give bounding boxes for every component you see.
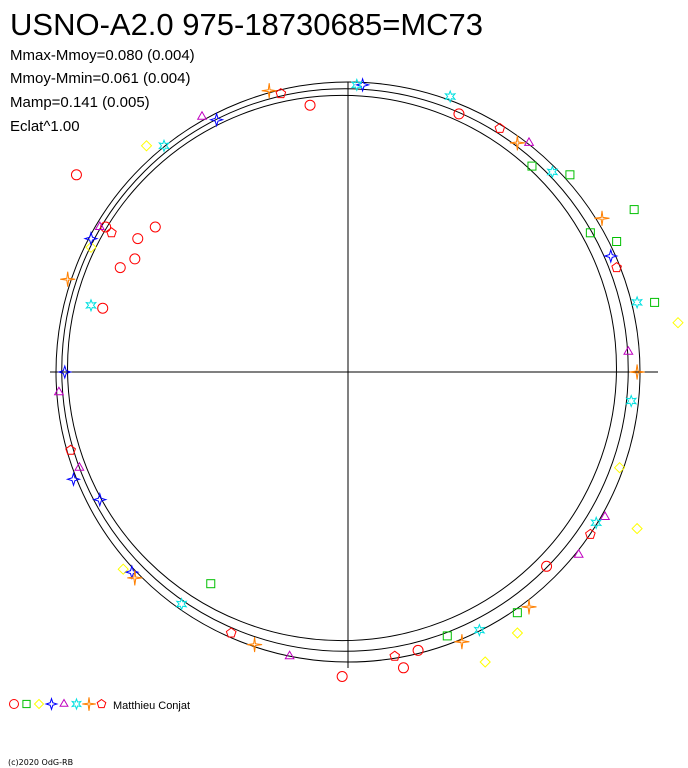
data-point	[149, 221, 161, 233]
data-point	[206, 579, 216, 589]
data-point	[53, 386, 65, 396]
legend-marker	[44, 696, 59, 712]
reference-circle	[67, 94, 617, 642]
stat-mmoy-mmin: Mmoy-Mmin=0.061 (0.004)	[10, 70, 190, 87]
data-point	[512, 608, 522, 618]
data-point	[585, 528, 596, 539]
data-point	[521, 599, 537, 615]
data-point	[60, 271, 76, 287]
data-point	[106, 227, 117, 238]
data-point	[494, 122, 506, 133]
data-point	[117, 563, 129, 575]
data-markers	[53, 77, 684, 682]
data-point	[57, 364, 73, 380]
data-point	[132, 233, 144, 245]
reference-circle	[55, 81, 641, 663]
data-point	[444, 89, 457, 104]
legend	[9, 696, 107, 712]
data-point	[629, 205, 639, 215]
chart-title: USNO-A2.0 975-18730685=MC73	[10, 7, 483, 42]
data-point	[85, 241, 97, 254]
data-point	[453, 108, 465, 120]
data-point	[196, 110, 208, 120]
data-point	[114, 262, 126, 274]
data-point	[612, 237, 622, 246]
credit-text: Matthieu Conjat	[113, 700, 190, 712]
data-point	[336, 671, 348, 682]
data-point	[397, 662, 409, 674]
data-point	[611, 261, 622, 273]
data-point	[247, 637, 263, 653]
data-point	[284, 650, 295, 660]
data-point	[261, 83, 277, 99]
legend-marker	[59, 698, 69, 707]
data-point	[65, 471, 82, 488]
data-point	[100, 221, 112, 233]
data-point	[590, 515, 603, 530]
data-point	[70, 169, 82, 181]
data-point	[603, 248, 619, 264]
data-point	[65, 444, 76, 455]
data-point	[442, 631, 452, 641]
data-point	[599, 511, 611, 520]
data-point	[208, 111, 225, 128]
data-point	[175, 597, 188, 611]
data-point	[565, 170, 575, 180]
reference-circle	[61, 88, 629, 652]
stat-eclat: Eclat^1.00	[10, 118, 80, 135]
legend-marker	[70, 697, 83, 711]
data-point	[629, 364, 645, 380]
data-point	[527, 161, 537, 171]
data-point	[509, 135, 525, 151]
data-point	[350, 77, 363, 92]
data-point	[304, 99, 316, 111]
legend-marker	[22, 699, 31, 709]
reference-circles	[55, 81, 641, 663]
data-point	[546, 164, 559, 179]
data-point	[623, 345, 634, 355]
data-point	[473, 623, 486, 638]
stat-mmax-mmoy: Mmax-Mmoy=0.080 (0.004)	[10, 47, 195, 64]
data-point	[127, 570, 143, 586]
legend-marker	[9, 699, 19, 709]
data-point	[573, 548, 584, 558]
data-point	[389, 650, 401, 661]
data-point	[454, 634, 470, 650]
legend-marker	[96, 698, 107, 709]
data-point	[129, 253, 141, 265]
data-point	[74, 461, 85, 471]
data-point	[97, 302, 109, 314]
data-point	[523, 136, 535, 146]
data-point	[275, 87, 287, 99]
data-point	[158, 138, 171, 153]
data-point	[613, 461, 626, 474]
data-point	[631, 295, 643, 310]
copyright-text: (c)2020 OdG-RB	[8, 758, 73, 767]
data-point	[594, 210, 610, 226]
data-point	[585, 228, 595, 238]
data-point	[140, 140, 153, 152]
data-point	[541, 560, 553, 572]
data-point	[83, 230, 99, 247]
data-point	[672, 316, 684, 329]
data-point	[94, 220, 105, 230]
data-point	[625, 394, 638, 408]
legend-marker	[82, 697, 96, 711]
data-point	[225, 627, 237, 638]
stat-mamp: Mamp=0.141 (0.005)	[10, 94, 150, 111]
legend-marker	[33, 698, 45, 710]
data-point	[92, 491, 108, 508]
data-point	[511, 627, 524, 639]
data-point	[85, 298, 98, 313]
data-point	[650, 297, 660, 307]
data-point	[479, 656, 491, 668]
data-point	[631, 522, 643, 535]
data-point	[412, 644, 424, 656]
